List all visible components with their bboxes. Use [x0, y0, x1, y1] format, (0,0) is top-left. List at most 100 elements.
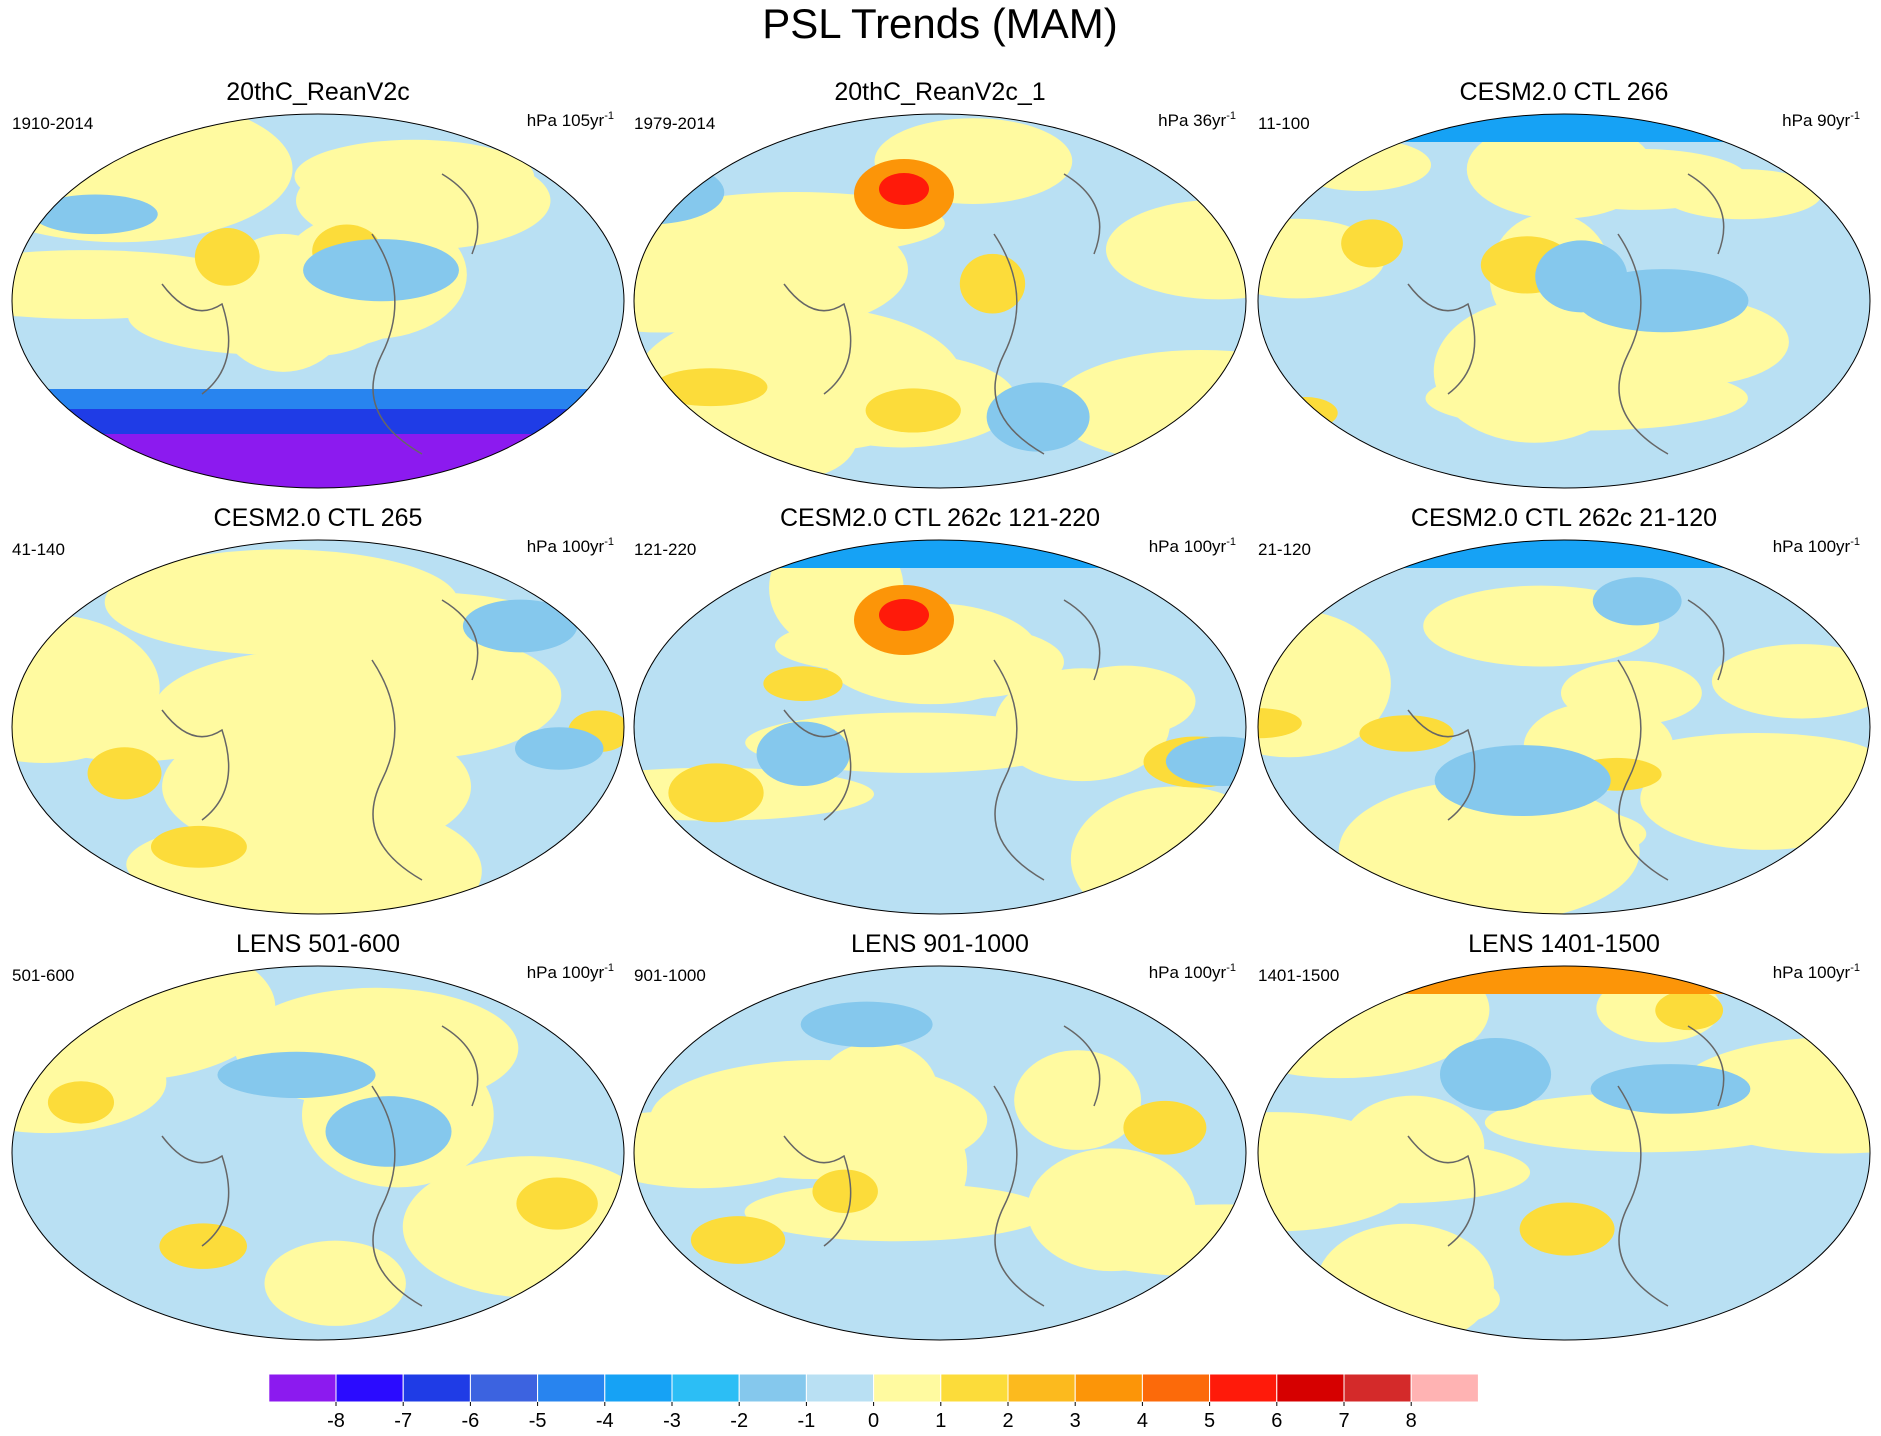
map-border — [1257, 539, 1871, 915]
units: hPa 100yr — [527, 537, 605, 556]
coastline — [1407, 599, 1725, 881]
coastline — [161, 599, 479, 881]
field-blob — [736, 392, 859, 479]
colorbar-label: -2 — [730, 1410, 748, 1432]
field-blob — [1577, 269, 1749, 333]
field-blob — [87, 747, 162, 800]
colorbar-box — [1074, 1373, 1143, 1403]
panel-title: CESM2.0 CTL 265 — [214, 504, 423, 532]
field-blob — [159, 1223, 247, 1269]
units-exponent: -1 — [1226, 962, 1236, 974]
units: hPa 36yr — [1158, 111, 1226, 130]
field-blob — [1813, 1251, 1870, 1287]
map — [1258, 540, 1870, 914]
field-blob — [1165, 736, 1246, 786]
units-label: hPa 100yr-1 — [527, 962, 614, 982]
map — [634, 540, 1246, 914]
colorbar-label: 4 — [1137, 1410, 1148, 1432]
colorbar-box — [940, 1373, 1009, 1403]
coastline — [783, 1025, 1101, 1307]
colorbar-label: 2 — [1002, 1410, 1013, 1432]
field-blob — [653, 368, 768, 407]
field-blob — [462, 599, 578, 653]
coastline — [1407, 173, 1725, 455]
panel-title: CESM2.0 CTL 266 — [1460, 78, 1669, 106]
units-exponent: -1 — [1226, 536, 1236, 548]
period-label: 1401-1500 — [1258, 966, 1339, 985]
colorbar-box — [402, 1373, 471, 1403]
map-border — [11, 965, 625, 1341]
units-label: hPa 100yr-1 — [1773, 962, 1860, 982]
units-exponent: -1 — [1226, 110, 1236, 122]
field-blob — [1531, 148, 1749, 210]
field-blob — [295, 151, 551, 250]
panel-title: 20thC_ReanV2c — [226, 78, 409, 106]
units-label: hPa 100yr-1 — [527, 536, 614, 556]
colorbar-label: 5 — [1204, 1410, 1215, 1432]
coastline — [161, 173, 479, 455]
field-blob — [1341, 219, 1403, 268]
field-blob — [986, 382, 1090, 452]
field-blob — [865, 388, 961, 433]
field-blob — [1560, 660, 1702, 726]
field-blob — [1420, 804, 1647, 864]
colorbar-box — [738, 1373, 807, 1403]
colorbar-label: 6 — [1271, 1410, 1282, 1432]
period-label: 501-600 — [12, 966, 74, 985]
units: hPa 100yr — [1773, 537, 1851, 556]
field-blob — [668, 763, 764, 823]
field-band — [12, 434, 624, 488]
colorbar-box — [1209, 1373, 1278, 1403]
period-label: 121-220 — [634, 540, 696, 559]
field-blob — [1258, 218, 1385, 299]
field-blob — [1123, 1100, 1207, 1155]
units: hPa 100yr — [1149, 537, 1227, 556]
map — [12, 966, 624, 1340]
units-label: hPa 100yr-1 — [1773, 536, 1860, 556]
field-blob — [514, 727, 604, 770]
field-blob — [879, 173, 929, 205]
field-blob — [325, 1096, 452, 1167]
colorbar-box — [1007, 1373, 1076, 1403]
units-exponent: -1 — [1850, 110, 1860, 122]
field-blob — [1014, 1050, 1142, 1150]
units: hPa 105yr — [527, 111, 605, 130]
field-blob — [744, 1182, 1049, 1242]
field-blob — [1655, 990, 1724, 1031]
units-label: hPa 36yr-1 — [1158, 110, 1236, 130]
coastline — [783, 173, 1101, 455]
field-blob — [690, 1216, 786, 1264]
colorbar-label: 8 — [1406, 1410, 1417, 1432]
figure-title: PSL Trends (MAM) — [762, 0, 1118, 47]
colorbar-label: 7 — [1338, 1410, 1349, 1432]
field-blob — [634, 207, 908, 332]
field-blob — [36, 709, 233, 762]
field-blob — [32, 194, 158, 235]
field-band — [1258, 114, 1870, 142]
panel-title: CESM2.0 CTL 262c 121-220 — [780, 504, 1100, 532]
field-blob — [1359, 715, 1454, 752]
field-blob — [1433, 299, 1635, 443]
field-blob — [1070, 786, 1246, 914]
colorbar-box — [1410, 1373, 1479, 1403]
map — [1258, 966, 1870, 1340]
units-exponent: -1 — [1850, 962, 1860, 974]
units-exponent: -1 — [604, 962, 614, 974]
period-label: 1979-2014 — [634, 114, 715, 133]
colorbar-label: -6 — [462, 1410, 480, 1432]
field-blob — [150, 825, 247, 868]
field-blob — [47, 1081, 115, 1124]
colorbar-label: 0 — [868, 1410, 879, 1432]
colorbar-box — [671, 1373, 740, 1403]
field-blob — [879, 599, 929, 631]
units-label: hPa 100yr-1 — [1149, 962, 1236, 982]
colorbar-label: 3 — [1070, 1410, 1081, 1432]
field-blob — [209, 804, 482, 914]
field-blob — [649, 1060, 988, 1180]
units-exponent: -1 — [1850, 536, 1860, 548]
period-label: 21-120 — [1258, 540, 1311, 559]
colorbar-box — [805, 1373, 875, 1403]
field-blob — [303, 239, 459, 302]
field-blob — [1258, 1112, 1421, 1232]
field-blob — [800, 1001, 933, 1048]
